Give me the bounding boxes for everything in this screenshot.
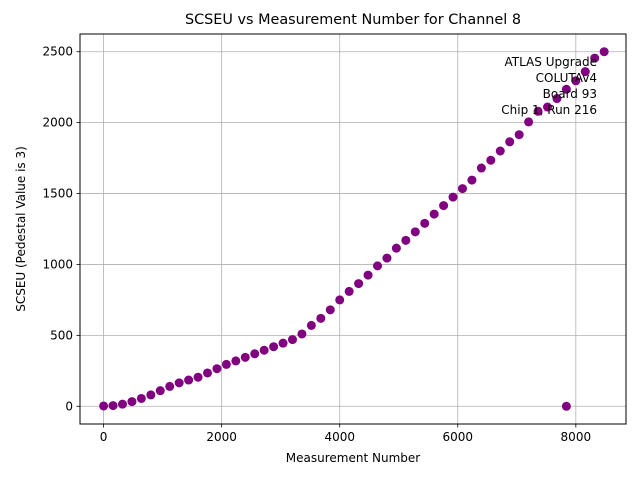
- data-point: [561, 401, 571, 411]
- data-point: [420, 218, 430, 228]
- annotation-line: COLUTAv4: [536, 71, 597, 85]
- data-point: [372, 261, 382, 271]
- data-point: [439, 201, 449, 211]
- data-point: [287, 335, 297, 345]
- y-tick-label: 2000: [42, 116, 73, 130]
- data-point: [184, 375, 194, 385]
- data-point: [335, 295, 345, 305]
- data-point: [457, 184, 467, 194]
- data-point: [155, 386, 165, 396]
- y-axis-label: SCSEU (Pedestal Value is 3): [14, 146, 28, 312]
- data-point: [495, 146, 505, 156]
- data-point: [476, 163, 486, 173]
- data-points: [99, 47, 609, 411]
- data-point: [108, 401, 118, 411]
- data-point: [382, 253, 392, 263]
- data-point: [221, 359, 231, 369]
- data-point: [561, 84, 571, 94]
- annotation-line: Board 93: [543, 87, 597, 101]
- data-point: [571, 76, 581, 86]
- annotation-line: Chip 1, Run 216: [501, 103, 597, 117]
- data-point: [297, 329, 307, 339]
- data-point: [363, 270, 373, 280]
- y-tick-label: 1000: [42, 257, 73, 271]
- data-point: [552, 94, 562, 104]
- data-point: [429, 209, 439, 219]
- data-point: [269, 342, 279, 352]
- y-tick-label: 2500: [42, 45, 73, 59]
- data-point: [306, 320, 316, 330]
- data-point: [524, 117, 534, 127]
- x-tick-label: 6000: [442, 430, 473, 444]
- data-point: [486, 155, 496, 165]
- data-point: [316, 313, 326, 323]
- data-point: [165, 381, 175, 391]
- data-point: [240, 352, 250, 362]
- axis-ticks: 0 2000 4000 6000 8000 0 500 1000 1500 2000 2500: [42, 45, 591, 444]
- data-point: [580, 67, 590, 77]
- data-point: [514, 130, 524, 140]
- data-point: [467, 175, 477, 185]
- data-point: [410, 227, 420, 237]
- data-point: [117, 399, 127, 409]
- chart-title: SCSEU vs Measurement Number for Channel …: [185, 12, 521, 28]
- data-point: [391, 243, 401, 253]
- y-tick-label: 1500: [42, 187, 73, 201]
- annotation-box: ATLAS Upgrade COLUTAv4 Board 93 Chip 1, …: [501, 55, 597, 117]
- data-point: [542, 102, 552, 112]
- data-point: [278, 338, 288, 348]
- data-point: [325, 305, 335, 315]
- data-point: [127, 397, 137, 407]
- data-point: [590, 53, 600, 63]
- x-tick-label: 0: [100, 430, 108, 444]
- x-axis-label: Measurement Number: [286, 451, 420, 465]
- annotation-line: ATLAS Upgrade: [504, 55, 597, 69]
- x-tick-label: 8000: [561, 430, 592, 444]
- data-point: [599, 47, 609, 57]
- data-point: [401, 235, 411, 245]
- x-tick-label: 2000: [206, 430, 237, 444]
- data-point: [193, 372, 203, 382]
- data-point: [212, 364, 222, 374]
- data-point: [505, 137, 515, 147]
- grid: [80, 34, 626, 424]
- data-point: [259, 345, 269, 355]
- data-point: [448, 192, 458, 202]
- data-point: [202, 368, 212, 378]
- data-point: [136, 393, 146, 403]
- data-point: [533, 106, 543, 116]
- x-tick-label: 4000: [324, 430, 355, 444]
- data-point: [354, 279, 364, 289]
- data-point: [174, 378, 184, 388]
- data-point: [99, 401, 109, 411]
- data-point: [146, 390, 156, 400]
- plot-frame: [79, 33, 627, 425]
- data-point: [344, 286, 354, 296]
- y-tick-label: 0: [65, 399, 73, 413]
- data-point: [231, 356, 241, 366]
- data-point: [250, 349, 260, 359]
- y-tick-label: 500: [50, 328, 73, 342]
